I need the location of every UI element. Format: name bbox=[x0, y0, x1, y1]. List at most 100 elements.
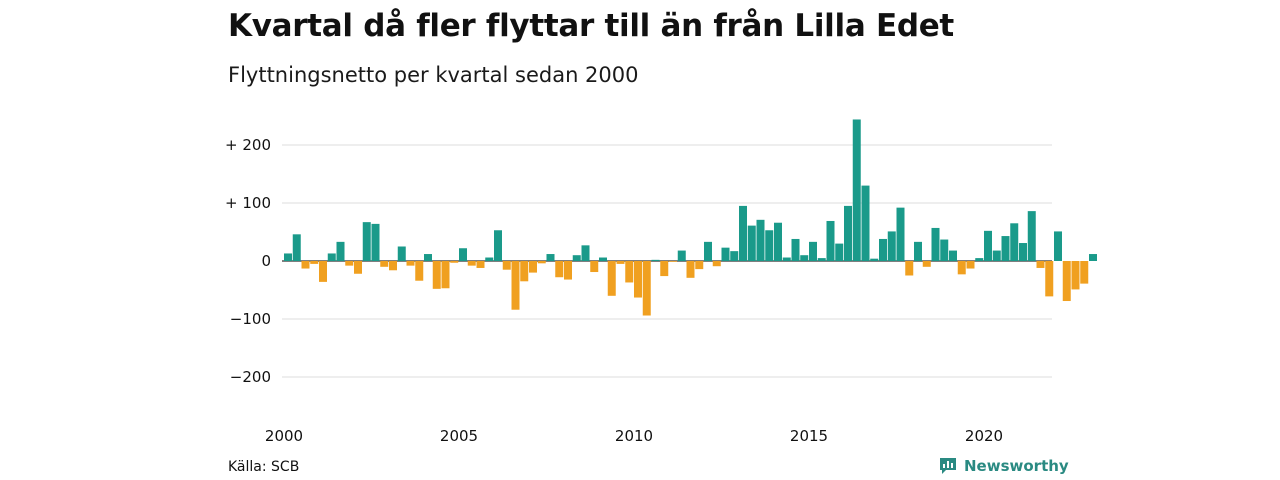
bar bbox=[1019, 243, 1027, 261]
bar bbox=[599, 257, 607, 261]
bar bbox=[476, 261, 485, 268]
bar bbox=[529, 261, 537, 273]
bar bbox=[1036, 261, 1045, 268]
bar bbox=[791, 238, 800, 261]
bar bbox=[371, 223, 380, 261]
bar bbox=[590, 261, 599, 273]
bar bbox=[432, 261, 441, 289]
newsworthy-logo-icon bbox=[940, 458, 956, 474]
bar bbox=[1010, 223, 1019, 261]
bar bbox=[424, 254, 432, 261]
bar bbox=[695, 261, 704, 270]
bar bbox=[879, 238, 887, 261]
bar bbox=[940, 239, 949, 261]
bar bbox=[625, 261, 634, 283]
y-tick-label: −200 bbox=[230, 368, 271, 386]
bar bbox=[362, 222, 371, 261]
bar bbox=[870, 258, 879, 261]
bar bbox=[1089, 254, 1097, 261]
bar bbox=[984, 230, 992, 261]
bar bbox=[292, 234, 301, 261]
y-tick-label: −100 bbox=[230, 310, 271, 328]
bar bbox=[817, 258, 826, 261]
bar bbox=[564, 261, 572, 280]
bar bbox=[677, 250, 686, 261]
x-tick-label: 2015 bbox=[790, 427, 828, 445]
bar bbox=[651, 259, 660, 261]
bar bbox=[931, 227, 940, 261]
bar bbox=[966, 261, 975, 269]
bar bbox=[660, 261, 669, 277]
bar bbox=[896, 207, 905, 261]
bar bbox=[380, 261, 389, 267]
bar bbox=[450, 261, 459, 263]
bar bbox=[669, 261, 677, 262]
bar bbox=[905, 261, 914, 276]
x-tick-label: 2010 bbox=[615, 427, 653, 445]
bar bbox=[1045, 261, 1054, 297]
bar bbox=[1071, 261, 1080, 290]
bar bbox=[739, 205, 747, 261]
bar bbox=[467, 261, 476, 266]
bar bbox=[642, 261, 651, 316]
x-tick-label: 2020 bbox=[965, 427, 1003, 445]
bar bbox=[327, 253, 336, 261]
x-tick-label: 2005 bbox=[440, 427, 478, 445]
y-tick-label: 0 bbox=[261, 252, 271, 270]
bar bbox=[511, 261, 520, 310]
bar bbox=[634, 261, 642, 298]
bar bbox=[852, 119, 861, 261]
bar bbox=[284, 253, 292, 261]
bar bbox=[537, 261, 546, 264]
bar bbox=[616, 261, 625, 264]
bar bbox=[319, 261, 327, 282]
bars bbox=[284, 119, 1097, 316]
bar bbox=[756, 219, 765, 261]
bar bbox=[835, 243, 844, 261]
bar bbox=[712, 261, 721, 267]
y-tick-label: + 100 bbox=[225, 194, 271, 212]
bar bbox=[704, 241, 712, 261]
bar bbox=[887, 231, 896, 261]
bar bbox=[975, 258, 984, 261]
bar bbox=[1001, 236, 1010, 261]
bar bbox=[1027, 211, 1036, 261]
source-label: Källa: SCB bbox=[228, 459, 300, 475]
bar bbox=[914, 241, 922, 261]
bar bbox=[441, 261, 450, 289]
bar bbox=[992, 250, 1001, 261]
bar bbox=[502, 261, 511, 270]
brand-name: Newsworthy bbox=[964, 457, 1069, 475]
bar bbox=[957, 261, 966, 275]
bar bbox=[546, 254, 555, 261]
x-tick-label: 2000 bbox=[265, 427, 303, 445]
bar bbox=[459, 248, 467, 261]
bar bbox=[572, 255, 581, 261]
bar bbox=[354, 261, 362, 274]
bar bbox=[809, 241, 817, 261]
bar bbox=[844, 205, 852, 261]
x-axis-ticks: 2000 2005 2010 2015 2020 bbox=[265, 427, 1003, 445]
bar bbox=[861, 185, 870, 261]
bar bbox=[301, 261, 310, 269]
chart-subtitle: Flyttningsnetto per kvartal sedan 2000 bbox=[228, 63, 639, 87]
newsworthy-logo: Newsworthy bbox=[938, 456, 1069, 476]
bar bbox=[800, 255, 809, 261]
bar bbox=[774, 222, 782, 261]
bar bbox=[1054, 231, 1062, 261]
bar bbox=[826, 220, 835, 261]
bar bbox=[922, 261, 931, 267]
bar bbox=[415, 261, 424, 281]
bar bbox=[389, 261, 397, 271]
bar bbox=[1062, 261, 1071, 302]
bar bbox=[949, 250, 957, 261]
bar bbox=[1080, 261, 1089, 284]
bar bbox=[686, 261, 695, 278]
bar bbox=[310, 261, 319, 264]
bar bbox=[765, 230, 774, 261]
bar bbox=[721, 247, 730, 261]
bar bbox=[747, 225, 756, 261]
bar bbox=[555, 261, 564, 278]
bar bbox=[581, 245, 590, 261]
